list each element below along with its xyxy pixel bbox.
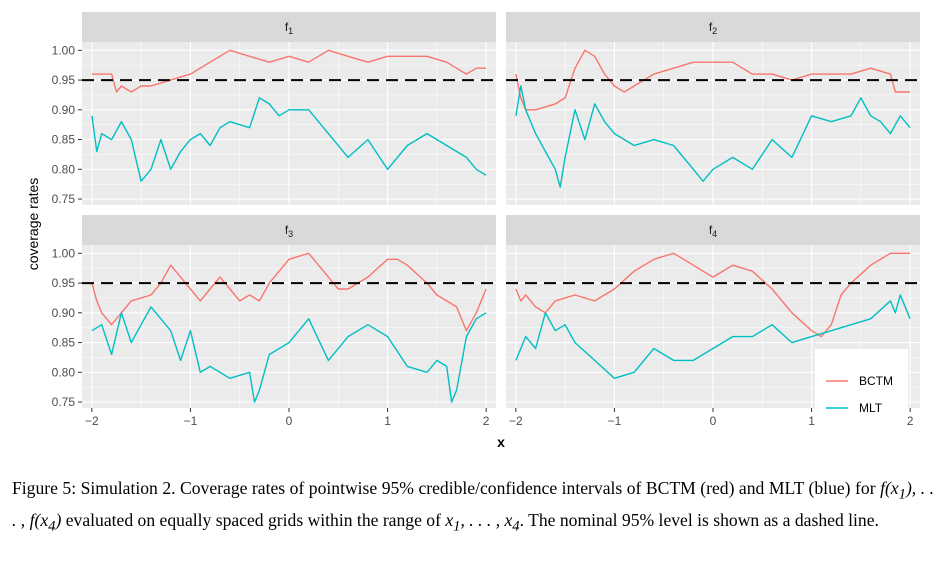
strip-label: f4 bbox=[709, 223, 717, 239]
y-tick-label: 0.95 bbox=[52, 73, 76, 87]
x-tick-label: 0 bbox=[286, 414, 293, 428]
y-tick-label: 1.00 bbox=[52, 43, 76, 57]
x-tick-label: −1 bbox=[608, 414, 622, 428]
panel-3: f3 0.75 0.80 0.85 0.90 0.95 1.00 −2 −1 0 1 2 bbox=[52, 215, 496, 428]
x-tick-label: 2 bbox=[907, 414, 914, 428]
y-tick-label: 0.85 bbox=[52, 336, 76, 350]
strip-background bbox=[506, 215, 920, 245]
x-tick-label: 1 bbox=[808, 414, 815, 428]
coverage-rates-chart: f1 0.75 0.80 0.85 0.90 0.95 1.00 f2 f3 0.75 0.80 0.… bbox=[25, 12, 920, 450]
caption-text-2: evaluated on equally spaced grids within… bbox=[61, 509, 446, 530]
strip-label: f2 bbox=[709, 20, 717, 36]
series-line-bctm bbox=[515, 252, 911, 338]
y-tick-label: 0.75 bbox=[52, 192, 76, 206]
strip-background bbox=[82, 12, 496, 42]
series-line-mlt bbox=[91, 97, 487, 182]
y-tick-label: 0.90 bbox=[52, 306, 76, 320]
y-tick-label: 0.75 bbox=[52, 395, 76, 409]
facet-panels: f1 0.75 0.80 0.85 0.90 0.95 1.00 f2 f3 0.75 0.80 0.… bbox=[52, 12, 920, 428]
caption-math-2: x1, . . . , x4 bbox=[445, 509, 520, 535]
series-line-bctm bbox=[91, 252, 487, 332]
strip-label: f3 bbox=[285, 223, 293, 239]
x-tick-label: −1 bbox=[184, 414, 198, 428]
panel-4: f4 −2 −1 0 1 2 bbox=[506, 215, 920, 428]
x-tick-label: 1 bbox=[384, 414, 391, 428]
strip-background bbox=[82, 215, 496, 245]
x-tick-label: −2 bbox=[509, 414, 523, 428]
caption-text-1: Figure 5: Simulation 2. Coverage rates o… bbox=[12, 478, 881, 498]
strip-label: f1 bbox=[285, 20, 293, 36]
panel-1: f1 0.75 0.80 0.85 0.90 0.95 1.00 bbox=[52, 12, 496, 206]
legend-label-bctm: BCTM bbox=[859, 374, 893, 388]
x-axis-title: x bbox=[497, 434, 505, 450]
x-tick-label: 0 bbox=[710, 414, 717, 428]
series-line-bctm bbox=[91, 49, 487, 93]
y-tick-label: 0.90 bbox=[52, 103, 76, 117]
y-tick-label: 0.80 bbox=[52, 162, 76, 176]
x-tick-label: −2 bbox=[85, 414, 99, 428]
series-line-bctm bbox=[515, 49, 911, 111]
caption-text-3: . The nominal 95% level is shown as a da… bbox=[519, 509, 879, 530]
caption-math-1: f(x1), . . . , f(x4) bbox=[12, 478, 935, 535]
y-tick-label: 0.95 bbox=[52, 276, 76, 290]
legend: BCTM MLT bbox=[815, 349, 908, 419]
y-tick-label: 0.80 bbox=[52, 365, 76, 379]
x-tick-label: 2 bbox=[483, 414, 490, 428]
panel-2: f2 bbox=[506, 12, 920, 205]
legend-label-mlt: MLT bbox=[859, 401, 883, 415]
y-tick-label: 0.85 bbox=[52, 133, 76, 147]
strip-background bbox=[506, 12, 920, 42]
series-line-mlt bbox=[515, 294, 911, 379]
y-tick-label: 1.00 bbox=[52, 246, 76, 260]
figure-caption: Figure 5: Simulation 2. Coverage rates o… bbox=[12, 476, 934, 539]
series-line-mlt bbox=[515, 85, 911, 188]
series-line-mlt bbox=[91, 306, 487, 403]
y-axis-title: coverage rates bbox=[25, 178, 41, 271]
